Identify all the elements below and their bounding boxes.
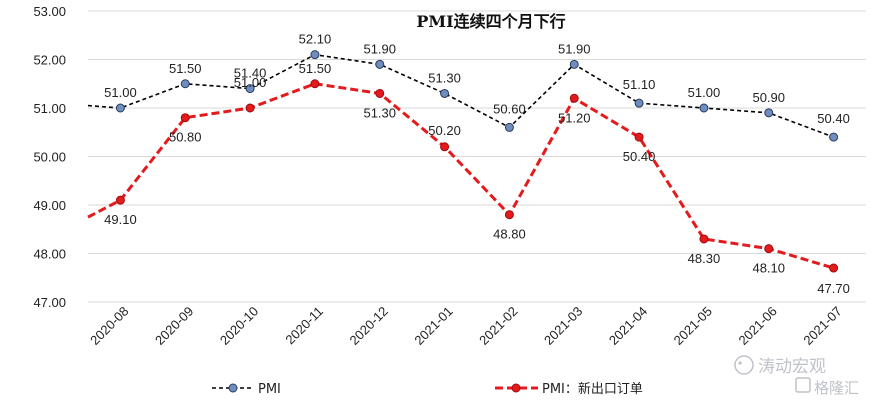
y-axis-ticks: 53.00 52.00 51.00 50.00 49.00 48.00 47.00 — [33, 4, 66, 310]
data-point — [699, 234, 709, 244]
data-label: 50.20 — [428, 123, 461, 138]
x-tick-label: 2021-04 — [606, 304, 650, 348]
legend-export-label: PMI：新出口订单 — [542, 381, 643, 397]
x-tick-label: 2021-06 — [736, 304, 780, 348]
data-point — [310, 50, 320, 60]
data-point — [245, 84, 255, 94]
y-tick-label: 53.00 — [33, 4, 66, 19]
data-label: 51.50 — [169, 61, 202, 76]
data-point — [375, 88, 385, 98]
data-point — [764, 244, 774, 254]
data-label: 47.70 — [817, 281, 850, 296]
data-point — [440, 142, 450, 152]
wechat-logo-inner-icon — [738, 361, 742, 365]
x-tick-label: 2020-10 — [217, 304, 261, 348]
watermark-text-2: 格隆汇 — [814, 379, 859, 397]
data-label: 48.10 — [752, 261, 785, 276]
y-tick-label: 52.00 — [33, 53, 66, 68]
watermark: 涛动宏观 格隆汇 — [734, 355, 859, 397]
data-label: 49.10 — [104, 212, 137, 227]
x-tick-label: 2020-08 — [87, 304, 131, 348]
y-tick-label: 49.00 — [33, 198, 66, 213]
data-point — [375, 59, 385, 69]
legend: PMI PMI：新出口订单 — [212, 381, 643, 397]
x-tick-label: 2021-07 — [800, 304, 844, 348]
data-point — [310, 79, 320, 89]
watermark-text-1: 涛动宏观 — [758, 357, 826, 377]
data-label: 51.40 — [234, 66, 267, 81]
y-tick-label: 48.00 — [33, 247, 66, 262]
x-tick-label: 2021-01 — [411, 304, 455, 348]
series-layer — [87, 50, 839, 273]
data-point — [440, 88, 450, 98]
chart-title: PMI连续四个月下行 — [416, 12, 565, 31]
data-label: 51.00 — [688, 85, 721, 100]
series-line-export-orders — [87, 82, 835, 270]
data-label: 48.80 — [493, 227, 526, 242]
legend-pmi-marker — [228, 383, 238, 393]
data-label: 50.40 — [623, 149, 656, 164]
data-point — [569, 59, 579, 69]
data-label: 51.30 — [428, 70, 461, 85]
data-label: 48.30 — [688, 251, 721, 266]
x-tick-label: 2020-09 — [152, 304, 196, 348]
data-point — [180, 113, 190, 123]
x-axis-ticks: 2020-08 2020-09 2020-10 2020-11 2020-12 2021-… — [87, 304, 845, 348]
data-point — [829, 132, 839, 142]
data-label: 52.10 — [299, 32, 332, 47]
data-label: 50.40 — [817, 111, 850, 126]
data-label: 51.00 — [234, 75, 267, 90]
y-tick-label: 47.00 — [33, 295, 66, 310]
x-tick-label: 2021-03 — [541, 304, 585, 348]
y-tick-label: 51.00 — [33, 101, 66, 116]
data-point — [764, 108, 774, 118]
data-label: 51.30 — [363, 105, 396, 120]
data-point — [115, 103, 125, 113]
legend-pmi-label: PMI — [258, 382, 281, 397]
wechat-logo-icon — [734, 355, 754, 375]
data-label: 51.20 — [558, 110, 591, 125]
data-label: 51.00 — [104, 85, 137, 100]
data-point — [180, 79, 190, 89]
data-label: 51.90 — [558, 41, 591, 56]
data-label: 50.80 — [169, 130, 202, 145]
data-point — [634, 98, 644, 108]
watermark-logo-icon — [795, 377, 811, 393]
data-label: 51.50 — [299, 61, 332, 76]
legend-export-marker — [511, 383, 521, 393]
data-label: 51.10 — [623, 77, 656, 92]
data-label: 50.90 — [752, 90, 785, 105]
grid-lines — [88, 10, 866, 303]
data-labels: 51.00 51.50 51.40 52.10 51.90 51.30 50.60 51.90… — [104, 32, 850, 296]
data-label: 50.60 — [493, 101, 526, 116]
x-tick-label: 2020-11 — [282, 304, 326, 348]
x-tick-label: 2020-12 — [347, 304, 391, 348]
data-point — [504, 122, 514, 132]
data-point — [569, 93, 579, 103]
data-point — [699, 103, 709, 113]
data-point — [245, 103, 255, 113]
data-label: 51.90 — [363, 41, 396, 56]
x-tick-label: 2021-02 — [476, 304, 520, 348]
data-point — [504, 210, 514, 220]
data-point — [115, 195, 125, 205]
y-tick-label: 50.00 — [33, 150, 66, 165]
data-point — [634, 132, 644, 142]
data-point — [829, 263, 839, 273]
x-tick-label: 2021-05 — [671, 304, 715, 348]
